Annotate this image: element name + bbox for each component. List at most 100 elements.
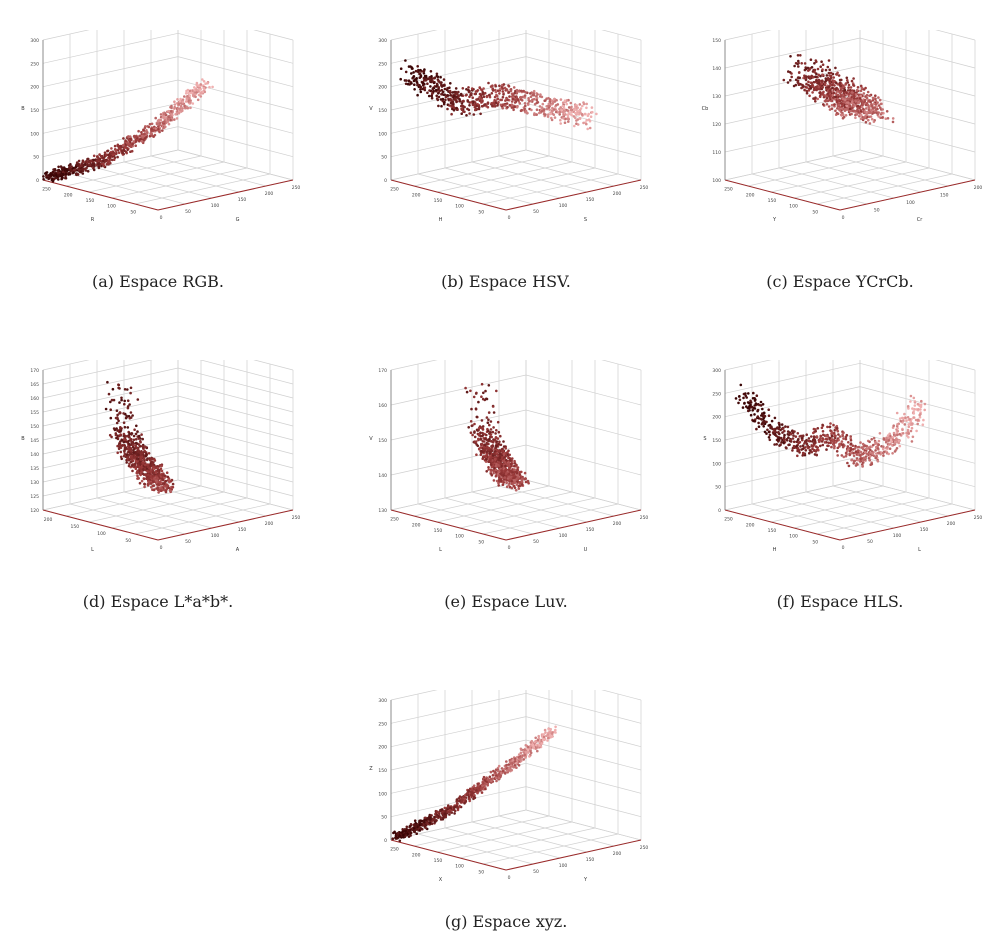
data-point (846, 79, 849, 82)
data-point (57, 174, 61, 177)
data-point (844, 435, 848, 439)
data-point (499, 103, 503, 107)
data-point (143, 482, 146, 486)
data-point (455, 95, 458, 99)
data-point (474, 90, 478, 93)
data-point (799, 445, 802, 448)
data-point (536, 93, 539, 96)
data-point (485, 416, 489, 419)
data-point (782, 78, 786, 82)
data-point (918, 415, 922, 419)
data-point (139, 440, 142, 444)
data-point (759, 400, 763, 404)
data-point (802, 76, 805, 80)
data-point (471, 424, 474, 427)
data-point (498, 84, 501, 88)
data-point (134, 144, 137, 147)
data-point (487, 418, 490, 422)
z-tick-label: 150 (30, 424, 39, 430)
data-point (517, 98, 520, 102)
data-point (851, 109, 855, 113)
data-point (116, 144, 120, 147)
data-point (761, 407, 764, 411)
data-point (815, 448, 819, 452)
data-point (757, 425, 761, 428)
data-point (68, 171, 71, 175)
data-point (177, 103, 181, 106)
data-point (181, 100, 185, 104)
data-point (862, 456, 866, 460)
y-tick-label: 250 (292, 515, 301, 521)
scatter-plot-c: 1001101201301401505010015020025005010015… (702, 30, 982, 223)
data-point (846, 461, 849, 465)
data-point (916, 402, 920, 406)
data-point (130, 438, 133, 441)
data-point (167, 122, 171, 126)
grid-line (471, 491, 588, 523)
data-point (448, 86, 451, 89)
data-point (399, 67, 403, 70)
data-point (391, 837, 395, 840)
grid-line (471, 161, 588, 193)
data-point (480, 382, 484, 386)
data-point (869, 100, 872, 104)
data-point (60, 177, 64, 180)
data-point (481, 397, 485, 401)
data-point (820, 82, 824, 85)
data-point (830, 445, 833, 449)
data-point (822, 103, 825, 106)
data-point (915, 429, 918, 433)
data-point (835, 73, 839, 76)
data-point (871, 452, 874, 456)
grid-line (390, 30, 642, 41)
y-tick-label: 100 (559, 533, 568, 539)
data-point (437, 95, 441, 99)
data-point (807, 80, 810, 84)
y-tick-label: 0 (508, 215, 511, 221)
data-point (426, 91, 429, 95)
data-point (481, 434, 485, 437)
grid-line (859, 479, 976, 511)
data-point (136, 398, 140, 401)
data-point (419, 75, 423, 78)
data-point (126, 426, 130, 429)
data-point (865, 94, 869, 97)
data-point (431, 87, 435, 91)
data-point (901, 432, 905, 435)
data-point (96, 155, 99, 158)
data-point (911, 422, 914, 425)
data-point (141, 461, 144, 465)
data-point (512, 474, 515, 477)
data-point (129, 145, 132, 148)
data-point (142, 132, 146, 136)
data-point (838, 435, 842, 438)
data-point (195, 88, 198, 92)
data-point (163, 120, 166, 124)
data-point (482, 455, 485, 458)
data-point (548, 108, 551, 111)
data-point (872, 111, 875, 114)
grid-line (413, 815, 550, 847)
data-point (757, 421, 760, 425)
y-tick-label: 100 (211, 533, 220, 539)
data-point (851, 444, 855, 447)
data-point (791, 431, 795, 434)
data-point (122, 440, 126, 444)
data-point (884, 440, 888, 444)
grid-line (482, 173, 619, 205)
data-point (838, 83, 842, 87)
data-point (739, 383, 743, 387)
data-point (488, 95, 492, 99)
data-point (569, 101, 573, 105)
data-point (57, 165, 60, 169)
data-point (100, 164, 103, 168)
scatter-plot-e: 1301401501601705010015020025005010015020… (369, 360, 648, 553)
data-point (106, 380, 109, 384)
data-point (480, 442, 484, 446)
data-point (473, 105, 477, 109)
z-tick-label: 135 (30, 466, 39, 472)
data-point (148, 470, 152, 474)
data-point (877, 104, 881, 107)
data-point (875, 111, 878, 115)
z-tick-label: 50 (381, 155, 387, 161)
